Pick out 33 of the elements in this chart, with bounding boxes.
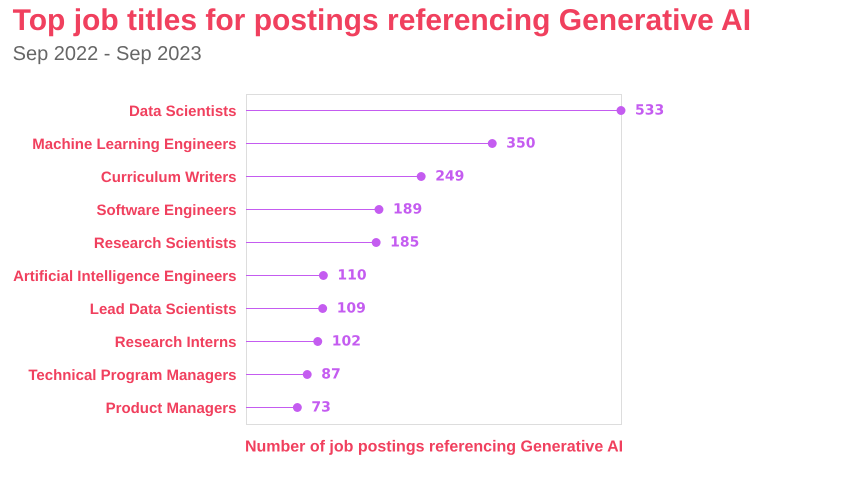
data-label: 110	[337, 268, 367, 284]
point	[302, 370, 312, 379]
data-label: 185	[390, 234, 420, 250]
y-tick-label: Data Scientists	[128, 103, 236, 120]
point	[416, 172, 426, 181]
chart-title: Top job titles for postings referencing Generative AI	[12, 4, 752, 37]
data-label: 102	[332, 334, 361, 350]
data-label: 189	[392, 202, 422, 218]
x-axis-title: Number of job postings referencing Generative AI	[244, 438, 624, 456]
data-label: 533	[635, 102, 664, 118]
data-label: 87	[321, 366, 341, 382]
point	[374, 205, 384, 214]
point	[488, 139, 497, 148]
point	[616, 106, 626, 115]
y-tick-label: Product Managers	[106, 400, 236, 417]
text: Sep 2022 - Sep 2023	[12, 43, 202, 65]
data-label: 73	[311, 400, 331, 416]
y-tick-label: Research Scientists	[94, 235, 236, 252]
point	[318, 304, 328, 313]
y-tick-label: Technical Program Managers	[28, 367, 236, 384]
y-tick-label: Lead Data Scientists	[90, 301, 236, 318]
point	[292, 403, 302, 412]
y-tick-label: Curriculum Writers	[100, 169, 236, 186]
y-tick-label: Artificial Intelligence Engineers	[13, 268, 236, 285]
point	[372, 238, 381, 247]
point	[318, 271, 328, 280]
y-tick-label: Machine Learning Engineers	[32, 136, 236, 153]
data-label: 249	[435, 168, 464, 184]
data-label: 109	[336, 300, 366, 316]
point	[313, 337, 322, 346]
data-label: 350	[506, 136, 536, 152]
y-tick-label: Software Engineers	[96, 202, 236, 219]
y-tick-label: Research Interns	[114, 334, 236, 351]
